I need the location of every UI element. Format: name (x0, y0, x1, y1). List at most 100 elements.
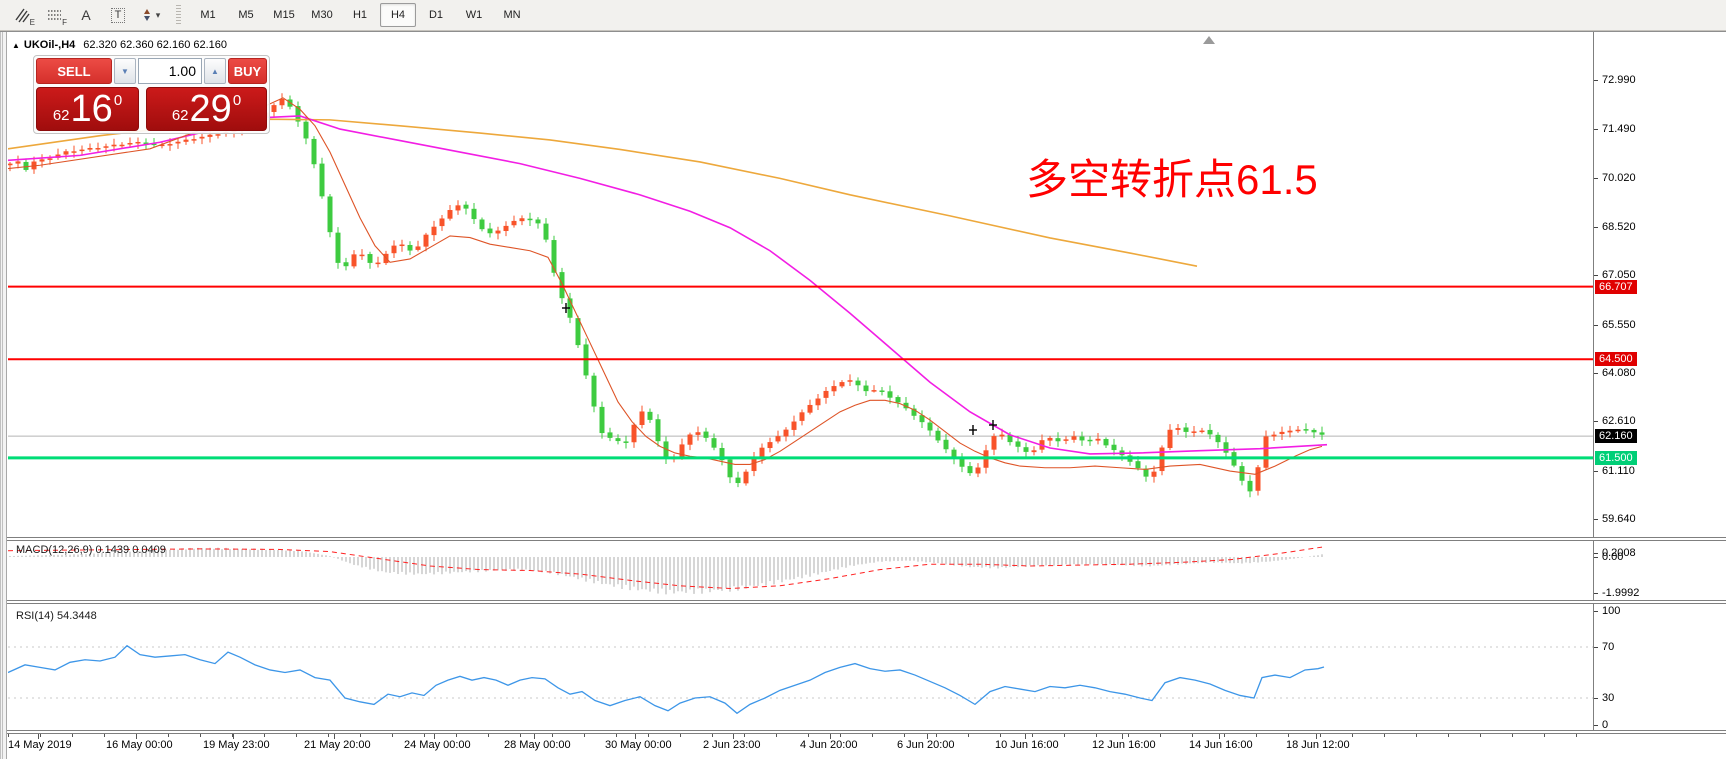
time-axis-label: 2 Jun 23:00 (703, 739, 761, 751)
text-label-tool-button[interactable]: A (70, 2, 102, 28)
time-tick (1096, 734, 1097, 737)
time-tick-major (1122, 734, 1123, 739)
time-tick (1256, 734, 1257, 737)
time-tick (520, 734, 521, 737)
timeframe-h4-button[interactable]: H4 (380, 3, 416, 27)
sell-button[interactable]: SELL (36, 58, 112, 84)
rsi-scale-label: 100 (1602, 605, 1621, 617)
price-axis-label: 71.490 (1602, 123, 1636, 135)
time-axis-label: 10 Jun 16:00 (995, 739, 1059, 751)
arrows-icon (143, 9, 150, 21)
time-tick (456, 734, 457, 737)
rsi-pane-splitter[interactable] (7, 600, 1726, 604)
collapse-triangle-icon[interactable]: ▲ (12, 41, 20, 50)
price-axis-border (1593, 32, 1594, 734)
time-tick (904, 734, 905, 737)
time-axis-label: 14 Jun 16:00 (1189, 739, 1253, 751)
rsi-chart[interactable] (8, 604, 1593, 730)
timeframe-h1-button[interactable]: H1 (352, 9, 368, 21)
time-tick (712, 734, 713, 737)
sell-price-prefix: 62 (52, 107, 70, 124)
time-tick (264, 734, 265, 737)
buy-price-box[interactable]: 62 29 0 (146, 87, 267, 131)
price-axis[interactable]: 72.990 71.490 70.020 68.520 67.050 65.550 64.0… (1594, 0, 1726, 734)
window-border (0, 31, 1726, 32)
volume-input[interactable] (138, 58, 202, 84)
time-axis-label: 16 May 00:00 (106, 739, 173, 751)
volume-decrease-button[interactable]: ▼ (114, 58, 136, 84)
timeframe-mn-button[interactable]: MN (503, 9, 521, 21)
letter-a-icon: A (81, 7, 91, 23)
time-tick (1128, 734, 1129, 737)
time-tick-major (534, 734, 535, 739)
buy-price-pip: 0 (232, 92, 242, 109)
time-tick (840, 734, 841, 737)
time-tick (232, 734, 233, 737)
buy-button[interactable]: BUY (228, 58, 267, 84)
rsi-scale-label: 0 (1602, 719, 1609, 731)
time-tick (1576, 734, 1577, 737)
sell-price-box[interactable]: 62 16 0 (36, 87, 139, 131)
timeframe-m5-button[interactable]: M5 (238, 9, 254, 21)
time-tick-major (927, 734, 928, 739)
price-badge-62.160: 62.160 (1595, 429, 1637, 443)
chevron-down-icon: ▾ (155, 9, 161, 20)
timeframe-m1-button[interactable]: M1 (200, 9, 216, 21)
price-axis-label: 68.520 (1602, 221, 1636, 233)
time-tick (968, 734, 969, 737)
timeframe-d1-button[interactable]: D1 (428, 9, 444, 21)
toolbar-grip[interactable] (176, 5, 181, 25)
time-tick (1352, 734, 1353, 737)
timeframe-m30-button[interactable]: M30 (311, 9, 333, 21)
time-tick (936, 734, 937, 737)
time-axis-label: 24 May 00:00 (404, 739, 471, 751)
macd-main-value: 0.1439 (95, 544, 130, 556)
time-axis-splitter (7, 730, 1726, 734)
time-tick (1448, 734, 1449, 737)
axis-tick (1594, 593, 1598, 594)
price-axis-label: 65.550 (1602, 319, 1636, 331)
one-click-trading-panel: SELL ▼ ▲ BUY 62 16 0 62 29 0 (33, 55, 270, 134)
timeframe-group: M1 M5 M15 M30 H1 H4 D1 W1 MN (189, 3, 531, 27)
time-tick (1480, 734, 1481, 737)
axis-tick (1594, 698, 1598, 699)
time-tick (552, 734, 553, 737)
chart-shift-marker[interactable] (1203, 36, 1215, 44)
macd-scale-label: -1.9992 (1602, 587, 1640, 599)
volume-increase-button[interactable]: ▲ (204, 58, 226, 84)
chart-text-annotation: 多空转折点61.5 (1026, 156, 1318, 203)
time-tick (360, 734, 361, 737)
rsi-scale-label: 70 (1602, 641, 1615, 653)
macd-signal-value: 0.0409 (132, 544, 166, 556)
draw-channel-tool-button[interactable]: E (6, 2, 38, 28)
axis-tick (1594, 725, 1598, 726)
rsi-label: RSI(14) 54.3448 (16, 610, 97, 622)
macd-chart[interactable] (8, 540, 1593, 600)
arrows-tool-button[interactable]: ▾ (134, 2, 166, 28)
time-axis-label: 4 Jun 20:00 (800, 739, 858, 751)
symbol-name: UKOil-,H4 (23, 39, 76, 51)
time-tick (744, 734, 745, 737)
macd-name: MACD(12,26,9) (16, 544, 93, 556)
axis-tick (1594, 373, 1598, 374)
time-tick (680, 734, 681, 737)
time-tick (328, 734, 329, 737)
timeframe-m15-button[interactable]: M15 (273, 9, 295, 21)
timeframe-w1-button[interactable]: W1 (465, 9, 483, 21)
price-axis-label: 64.080 (1602, 367, 1636, 379)
text-box-tool-button[interactable]: T (102, 2, 134, 28)
time-tick (392, 734, 393, 737)
price-axis-label: 67.050 (1602, 269, 1636, 281)
axis-tick (1594, 325, 1598, 326)
macd-pane-splitter[interactable] (7, 537, 1726, 541)
time-tick (1032, 734, 1033, 737)
time-tick (872, 734, 873, 737)
fibonacci-tool-button[interactable]: F (38, 2, 70, 28)
time-tick-major (1219, 734, 1220, 739)
macd-label: MACD(12,26,9) 0.1439 0.0409 (16, 544, 166, 556)
axis-tick (1594, 227, 1598, 228)
time-axis[interactable]: 14 May 2019 16 May 00:00 19 May 23:00 21 Ma… (0, 734, 1726, 759)
time-tick (1064, 734, 1065, 737)
time-tick (1320, 734, 1321, 737)
